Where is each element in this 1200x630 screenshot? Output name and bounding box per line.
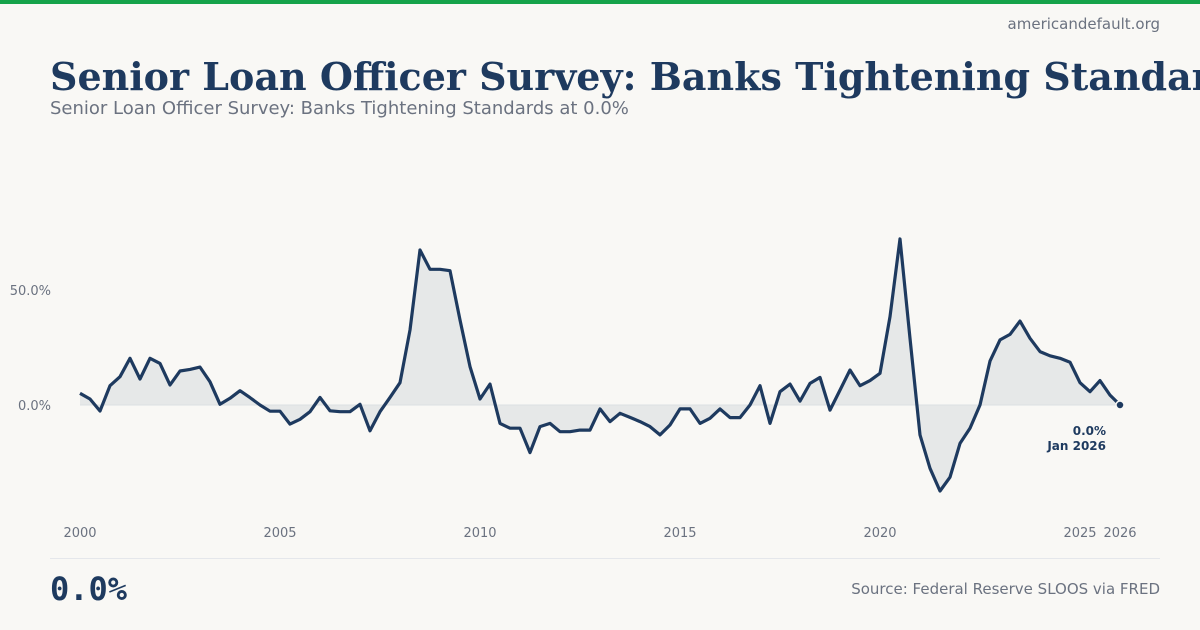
footer-divider [50,558,1160,559]
area-fill [80,238,1120,491]
x-tick-label: 2026 [1103,526,1136,541]
x-tick-label: 2010 [463,526,496,541]
series-line [79,237,1122,493]
page-title: Senior Loan Officer Survey: Banks Tighte… [50,54,1200,99]
page-subtitle: Senior Loan Officer Survey: Banks Tighte… [50,98,629,119]
x-tick-label: 2000 [63,526,96,541]
current-value: 0.0% [50,570,128,608]
site-name[interactable]: americandefault.org [1007,15,1160,33]
x-tick-label: 2025 [1063,526,1096,541]
source-note: Source: Federal Reserve SLOOS via FRED [851,580,1160,598]
x-tick-label: 2020 [863,526,896,541]
accent-bar [0,0,1200,4]
x-tick-label: 2005 [263,526,296,541]
annotation-value: 0.0% [1073,424,1106,438]
y-tick-label: 50.0% [10,284,51,299]
annotation-date: Jan 2026 [1046,439,1106,453]
y-tick-label: 0.0% [18,399,51,414]
last-point-marker [1115,400,1125,410]
x-tick-label: 2015 [663,526,696,541]
